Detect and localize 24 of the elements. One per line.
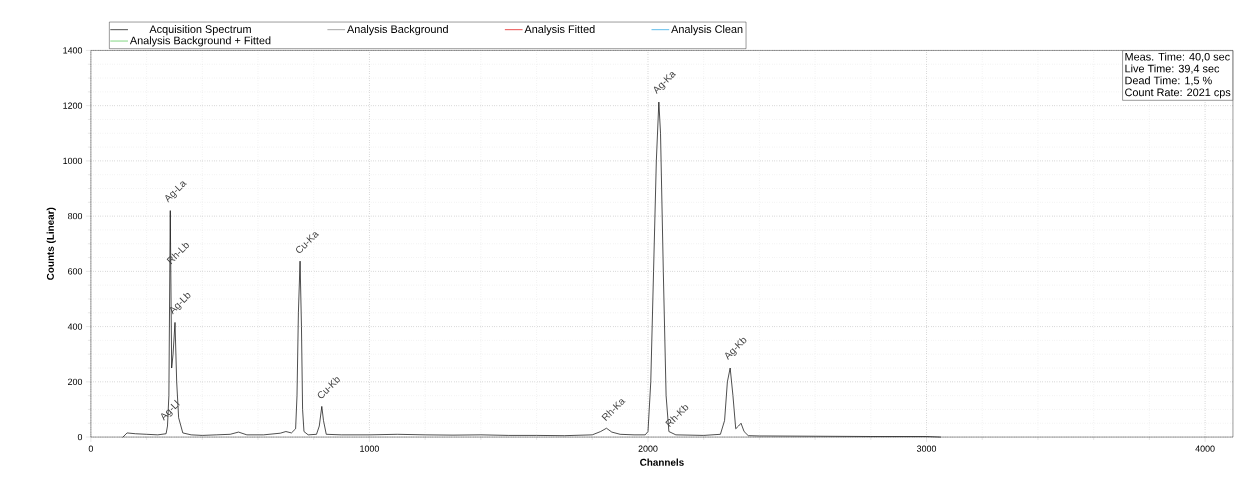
x-axis-title: Channels (640, 458, 684, 466)
legend-label: Acquisition Spectrum (149, 24, 251, 35)
legend-label: Analysis Clean (671, 24, 743, 35)
annotation: Meas. Time: 40,0 sec (1125, 52, 1230, 62)
y-tick-label: 1000 (63, 157, 83, 164)
annotation: Live Time: 39,4 sec (1125, 64, 1220, 74)
legend-label: Analysis Background (347, 24, 448, 35)
y-tick-label: 1200 (63, 102, 83, 109)
y-tick-label: 1400 (63, 47, 83, 54)
y-tick-label: 200 (68, 378, 83, 385)
y-tick-label: 600 (68, 267, 83, 275)
x-tick-label: 3000 (916, 445, 937, 452)
legend-label: Analysis Fitted (524, 24, 595, 35)
y-axis-title: Counts (Linear) (46, 207, 56, 280)
y-tick-label: 400 (67, 323, 83, 330)
annotation: Count Rate: 2021 cps (1125, 88, 1231, 99)
annotation: Dead Time: 1,5 % (1125, 76, 1212, 86)
y-tick-label: 0 (77, 433, 83, 440)
legend-label: Analysis Background + Fitted (129, 36, 271, 47)
x-tick-label: 4000 (1195, 445, 1215, 452)
y-tick-label: 800 (67, 212, 83, 220)
x-tick-label: 1000 (360, 445, 379, 452)
x-tick-label: 0 (88, 445, 94, 452)
x-tick-label: 2000 (638, 445, 658, 452)
